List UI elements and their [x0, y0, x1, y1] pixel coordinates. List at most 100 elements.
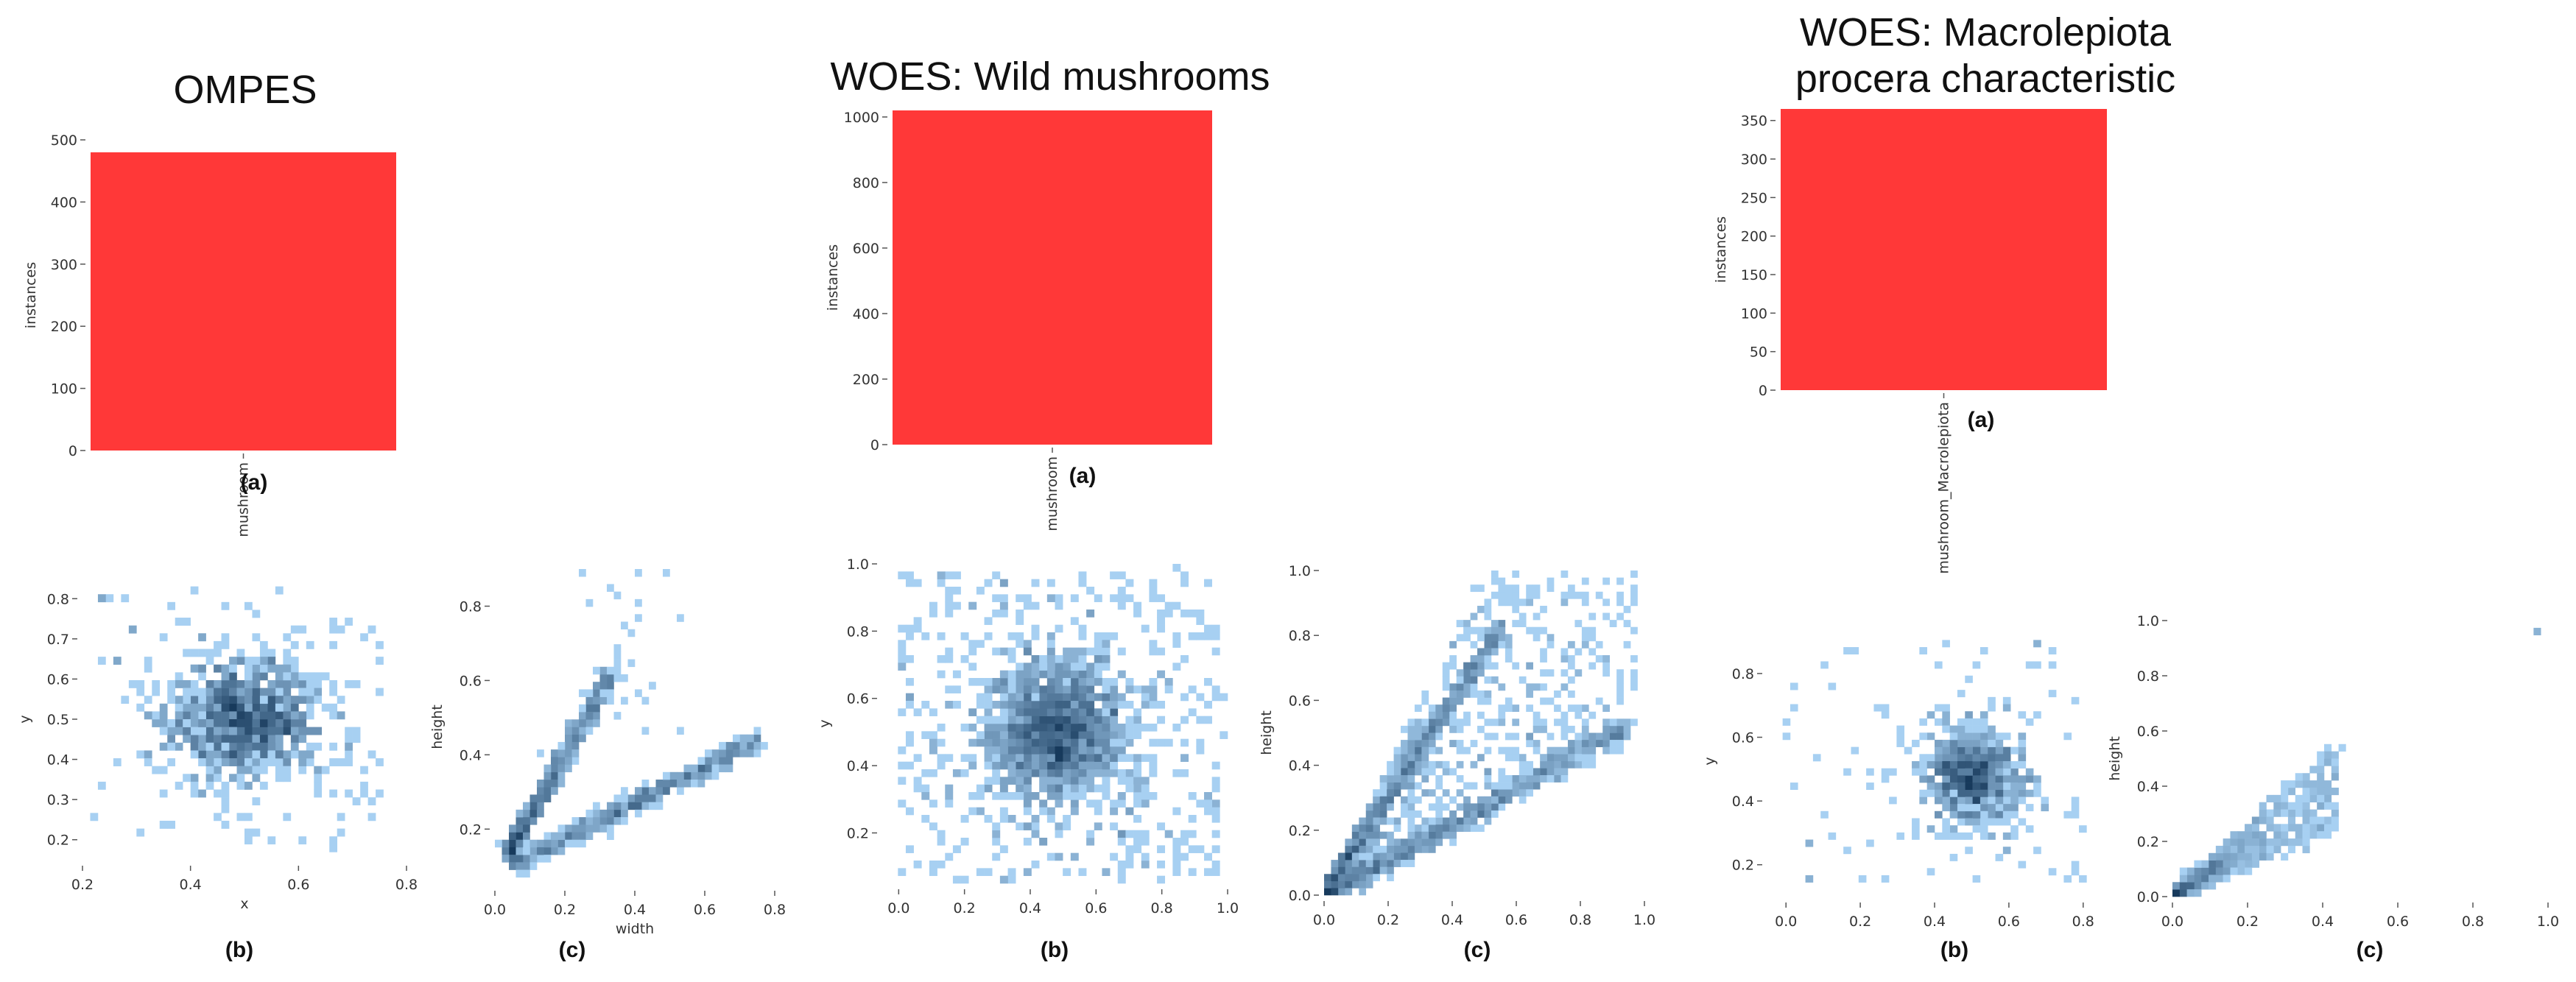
heat-cell: [968, 678, 977, 686]
heat-cell: [1421, 718, 1429, 727]
heat-cell: [1180, 769, 1189, 777]
heat-cell: [984, 738, 993, 747]
heat-cell: [1196, 716, 1205, 724]
heat-cell: [1972, 732, 1981, 741]
heat-cell: [1567, 655, 1575, 663]
heat-cell: [2002, 775, 2011, 783]
heat-cell: [502, 847, 510, 855]
heat-cell: [1055, 716, 1063, 724]
heat-cell: [2010, 768, 2019, 776]
heat-cell: [2186, 882, 2195, 890]
heat-cell: [1046, 807, 1055, 816]
x-tick-label: 0.0: [1313, 912, 1335, 928]
heat-cell: [1526, 782, 1533, 790]
heat-cell: [259, 766, 268, 774]
heat-cell: [635, 598, 642, 607]
heat-cell: [557, 749, 566, 757]
heat-cell: [1125, 852, 1134, 861]
heat-cell: [663, 569, 670, 577]
heat-cell: [1942, 754, 1950, 762]
heat-cell: [593, 817, 600, 825]
heat-cell: [945, 799, 954, 808]
heat-cell: [290, 640, 299, 649]
heat-cell: [1094, 822, 1102, 830]
heat-cell: [725, 757, 733, 765]
heat-cell: [1421, 845, 1429, 853]
heat-cell: [144, 696, 152, 704]
heat-cell: [898, 746, 907, 755]
panel-caption: (b): [1940, 938, 1968, 962]
heat-cell: [198, 727, 206, 735]
heat-cell: [1965, 818, 1973, 826]
heat-cell: [183, 711, 191, 720]
heat-cell: [1063, 663, 1071, 671]
heat-cell: [1117, 868, 1126, 876]
heat-cell: [1979, 732, 1988, 741]
heat-cell: [627, 659, 636, 668]
heat-cell: [1995, 739, 2004, 747]
heat-cell: [1180, 610, 1189, 618]
heat-cell: [244, 719, 253, 727]
heat-cell: [236, 711, 245, 720]
heat-cell: [753, 741, 761, 750]
heat-cell: [1070, 724, 1079, 732]
heat-cell: [1133, 784, 1142, 793]
heat-cell: [298, 766, 307, 774]
heat-cell: [1949, 739, 1958, 747]
heat-cell: [244, 758, 253, 766]
heat-cell: [1477, 810, 1485, 818]
heat-cell: [1491, 626, 1499, 635]
heat-cell: [1588, 626, 1597, 635]
heat-cell: [1988, 746, 1996, 755]
heat-cell: [999, 754, 1008, 762]
heat-cell: [1540, 648, 1547, 656]
heat-cell: [1016, 754, 1024, 762]
heat-cell: [329, 844, 338, 852]
heat-cell: [945, 610, 954, 618]
heat-cell: [175, 703, 183, 712]
y-tick-label: 200: [51, 319, 77, 335]
heat-cell: [1456, 683, 1464, 691]
heat-cell: [236, 688, 245, 696]
heat-cell: [992, 792, 1001, 800]
heat-cell: [1942, 818, 1950, 826]
heat-cell: [2194, 860, 2202, 868]
heat-cell: [1609, 620, 1617, 627]
heat-cell: [252, 696, 261, 704]
heat-cell: [1935, 789, 1943, 797]
heat-cell: [1157, 647, 1166, 656]
heat-cell: [1401, 782, 1408, 790]
heat-cell: [1407, 838, 1415, 847]
heat-cell: [515, 847, 524, 855]
heat-cell: [2002, 696, 2011, 704]
heat-cell: [1063, 708, 1071, 716]
heat-cell: [1365, 845, 1373, 853]
heat-cell: [984, 579, 993, 587]
heat-cell: [945, 792, 954, 800]
heat-cell: [1063, 738, 1071, 747]
heat-cell: [635, 569, 642, 577]
heat-cell: [1016, 678, 1024, 686]
heat-cell: [992, 716, 1001, 724]
heat-cell: [529, 847, 538, 855]
heat-cell: [1442, 711, 1450, 719]
heat-cell: [1491, 676, 1499, 684]
heat-cell: [1957, 783, 1966, 791]
heat-cell: [2201, 867, 2209, 875]
heat-cell: [1979, 789, 1988, 797]
heat-cell: [2281, 831, 2289, 839]
heat-cell: [1866, 839, 1874, 847]
heat-cell: [1055, 731, 1063, 739]
heat-cell: [1965, 810, 1973, 819]
heat-cell: [1449, 824, 1457, 833]
heat-cell: [2201, 860, 2209, 868]
heat-cell: [691, 764, 698, 773]
heat-cell: [1070, 701, 1079, 709]
heat-cell: [905, 731, 914, 739]
heat-cell: [1063, 693, 1071, 702]
heat-cell: [1935, 718, 1943, 726]
heat-cell: [1078, 624, 1087, 633]
heat-cell: [2295, 824, 2303, 832]
heat-cell: [1393, 782, 1401, 790]
heat-cell: [1393, 746, 1401, 755]
